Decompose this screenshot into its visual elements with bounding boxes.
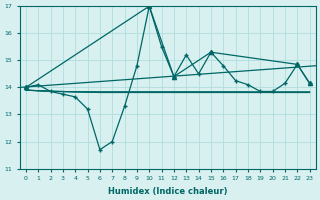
X-axis label: Humidex (Indice chaleur): Humidex (Indice chaleur): [108, 187, 228, 196]
